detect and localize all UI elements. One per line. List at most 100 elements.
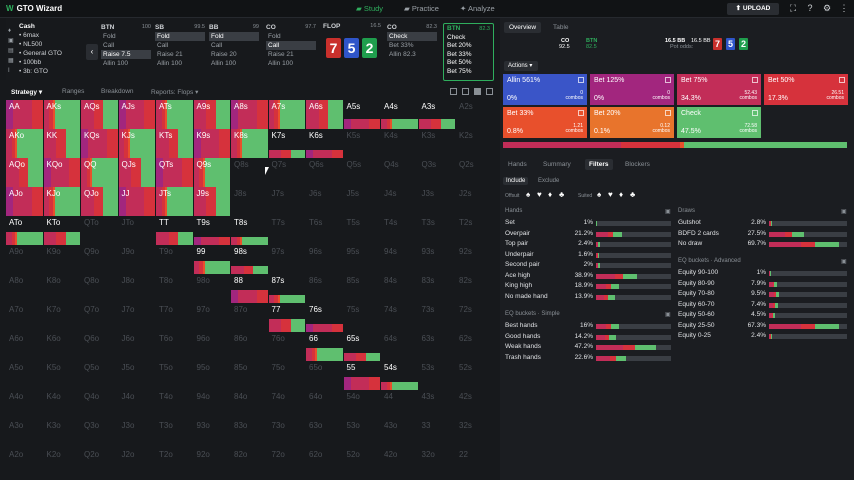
filter-row[interactable]: Best hands 16% xyxy=(505,322,671,331)
hand-cell[interactable]: J9o xyxy=(119,245,156,274)
tab-filters[interactable]: Filters xyxy=(585,159,613,170)
hand-cell[interactable]: Q2s xyxy=(456,158,493,187)
hand-cell[interactable]: A8o xyxy=(6,274,43,303)
hand-cell[interactable]: K6s xyxy=(306,129,343,158)
upload-button[interactable]: ⬆ UPLOAD xyxy=(727,3,779,15)
hand-cell[interactable]: 52o xyxy=(344,448,381,477)
filter-row[interactable]: No made hand 13.9% xyxy=(505,293,671,302)
hand-cell[interactable]: K3s xyxy=(419,129,456,158)
hand-cell[interactable]: T8o xyxy=(156,274,193,303)
position-column-co[interactable]: CO 97.7 Fold Call Raise 21 Allin 100 xyxy=(266,23,316,81)
hand-cell[interactable]: K4s xyxy=(381,129,418,158)
btn-option[interactable]: Bet 50% xyxy=(447,59,472,67)
hand-cell[interactable]: KQs xyxy=(81,129,118,158)
hand-cell[interactable]: J2o xyxy=(119,448,156,477)
hand-cell[interactable]: A8s xyxy=(231,100,268,129)
hand-cell[interactable]: K8o xyxy=(44,274,81,303)
flop-node[interactable]: FLOP 16.5 7 5 2 xyxy=(323,23,381,81)
action-option[interactable]: Call xyxy=(266,41,316,50)
hand-cell[interactable]: 86s xyxy=(306,274,343,303)
hand-cell[interactable]: T9o xyxy=(156,245,193,274)
action-option[interactable]: Fold xyxy=(268,33,281,40)
hand-cell[interactable]: 53s xyxy=(419,361,456,390)
hand-cell[interactable]: J5s xyxy=(344,187,381,216)
filter-toggle-icon[interactable]: ▣ xyxy=(841,209,847,215)
btn-node[interactable]: BTN 82.3 Check Bet 20% Bet 33% Bet 50% Be… xyxy=(443,23,494,81)
hand-cell[interactable]: 62o xyxy=(306,448,343,477)
hand-cell[interactable]: A7o xyxy=(6,303,43,332)
filter-row[interactable]: Ace high 38.9% xyxy=(505,272,671,281)
hand-cell[interactable]: J8s xyxy=(231,187,268,216)
hand-cell[interactable]: T2o xyxy=(156,448,193,477)
rail-icon[interactable]: I xyxy=(8,68,10,74)
hand-cell[interactable]: Q8s xyxy=(231,158,268,187)
tab-table[interactable]: Table xyxy=(553,24,569,31)
hand-cell[interactable]: 84s xyxy=(381,274,418,303)
view-icon[interactable] xyxy=(462,88,469,95)
hand-cell[interactable]: 74o xyxy=(269,390,306,419)
hand-cell[interactable]: 82o xyxy=(231,448,268,477)
hand-cell[interactable]: T5s xyxy=(344,216,381,245)
hand-cell[interactable]: J7s xyxy=(269,187,306,216)
tab-include[interactable]: Include xyxy=(503,177,529,185)
action-box[interactable]: Check 47.5% 72.58 combos xyxy=(677,107,761,138)
hand-cell[interactable]: T3o xyxy=(156,419,193,448)
tab-exclude[interactable]: Exclude xyxy=(538,178,560,184)
hand-cell[interactable]: 99 xyxy=(193,245,231,274)
hand-cell[interactable]: K2o xyxy=(44,448,81,477)
hand-cell[interactable]: KK xyxy=(43,129,81,158)
hand-cell[interactable]: 95o xyxy=(194,361,231,390)
hand-cell[interactable]: KTo xyxy=(43,216,81,245)
hand-cell[interactable]: J8o xyxy=(119,274,156,303)
hand-cell[interactable]: KJs xyxy=(118,129,156,158)
hand-cell[interactable]: K3o xyxy=(44,419,81,448)
filter-row[interactable]: Good hands 14.2% xyxy=(505,333,671,342)
hand-cell[interactable]: AJo xyxy=(6,187,43,216)
hand-cell[interactable]: 44 xyxy=(381,390,418,419)
app-logo[interactable]: W GTO Wizard xyxy=(6,4,62,13)
hand-cell[interactable]: T4s xyxy=(381,216,418,245)
hand-cell[interactable]: 33 xyxy=(419,419,456,448)
btn-option[interactable]: Bet 20% xyxy=(447,42,472,50)
action-option[interactable]: Bet 33% xyxy=(389,42,414,49)
filter-row[interactable]: Equity 70-80 9.5% xyxy=(678,290,847,299)
hand-cell[interactable]: A2o xyxy=(6,448,43,477)
action-option[interactable]: Allin 100 xyxy=(268,60,293,67)
hand-cell[interactable]: 73s xyxy=(419,303,456,332)
tab-reports[interactable]: Reports: Flops ▾ xyxy=(151,89,199,96)
action-option[interactable]: Raise 21 xyxy=(268,51,294,58)
hand-cell[interactable]: J4s xyxy=(381,187,418,216)
expand-icon[interactable] xyxy=(752,110,758,116)
action-option[interactable]: Call xyxy=(103,42,115,49)
btn-option[interactable]: Bet 75% xyxy=(447,67,472,75)
hand-cell[interactable]: 42s xyxy=(456,390,493,419)
hand-cell[interactable]: 93s xyxy=(419,245,456,274)
hand-cell[interactable]: J4o xyxy=(119,390,156,419)
hand-cell[interactable]: T7o xyxy=(156,303,193,332)
hand-cell[interactable]: KTs xyxy=(156,129,193,158)
hand-cell[interactable]: 82s xyxy=(456,274,493,303)
club-icon[interactable]: ♣ xyxy=(630,190,636,199)
position-column-btn[interactable]: BTN 100 Fold Call Raise 7.5 Allin 100 xyxy=(101,23,151,81)
hand-cell[interactable]: Q6s xyxy=(306,158,343,187)
action-option[interactable]: Call xyxy=(157,42,169,49)
hand-cell[interactable]: 54o xyxy=(344,390,381,419)
hand-cell[interactable]: QTs xyxy=(156,158,193,187)
hand-cell[interactable]: QTo xyxy=(81,216,118,245)
hand-cell[interactable]: 52s xyxy=(456,361,493,390)
expand-icon[interactable] xyxy=(752,77,758,83)
hand-cell[interactable]: Q4o xyxy=(81,390,118,419)
action-box[interactable]: Bet 125% 0% 0 combos xyxy=(590,74,674,105)
rail-icon[interactable]: ♦ xyxy=(8,28,12,34)
action-option[interactable]: Allin 100 xyxy=(103,60,128,67)
hand-cell[interactable]: JTs xyxy=(156,187,193,216)
hand-cell[interactable]: 98o xyxy=(194,274,231,303)
hand-cell[interactable]: 85s xyxy=(344,274,381,303)
hand-matrix[interactable]: AA AKs AQs AJs ATs A9s A8s A7s A6s A5s A4s A3s A2s AK… xyxy=(6,100,494,476)
rail-icon[interactable]: ▦ xyxy=(8,58,14,64)
hand-cell[interactable]: 92s xyxy=(456,245,493,274)
hand-cell[interactable]: 32o xyxy=(419,448,456,477)
hand-cell[interactable]: 98s xyxy=(231,245,268,274)
nav-practice[interactable]: ▰ Practice xyxy=(404,4,439,13)
hand-cell[interactable]: 94o xyxy=(194,390,231,419)
